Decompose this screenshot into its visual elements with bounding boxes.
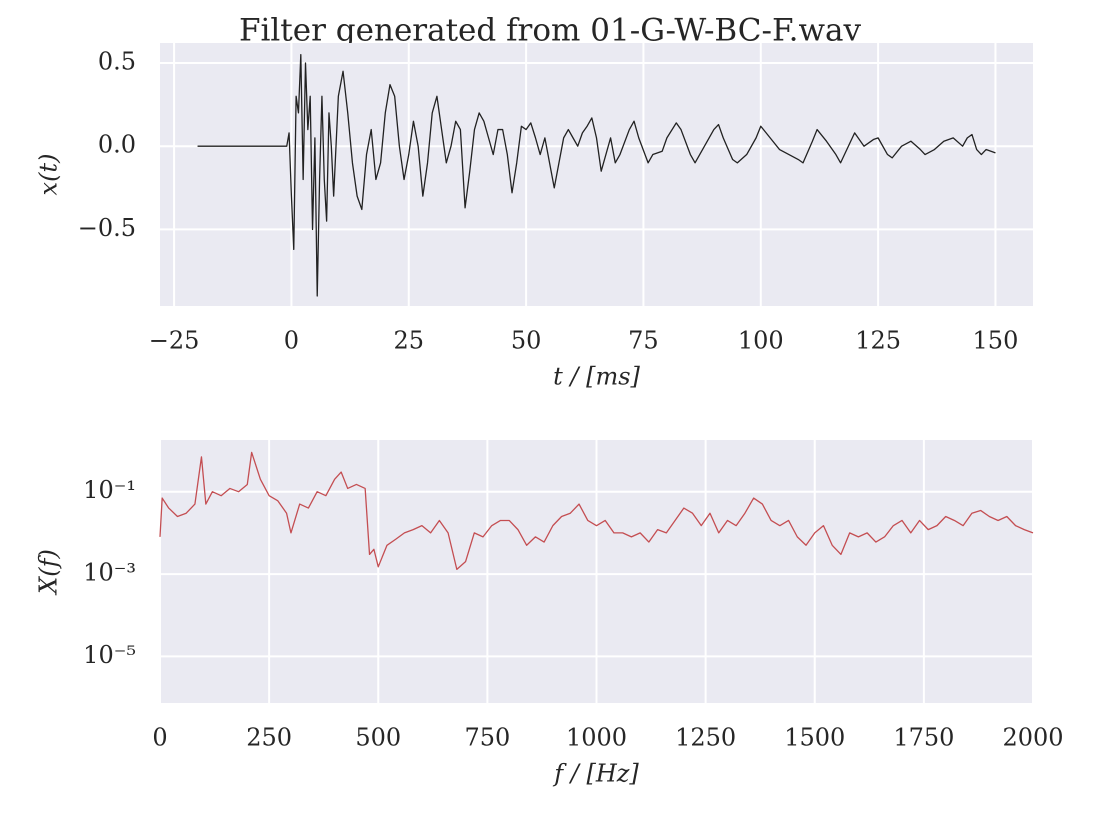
x-tick-label: 250 [246,724,292,752]
x-tick-label: 100 [738,327,784,355]
x-tick-label: 500 [355,724,401,752]
y-tick-label: 10⁻¹ [83,476,136,504]
x-tick-label: 75 [628,327,659,355]
y-tick-label: 10⁻³ [83,559,136,587]
x-tick-label: 0 [284,327,299,355]
figure-title: Filter generated from 01-G-W-BC-F.wav [239,13,862,49]
x-tick-label: 1750 [893,724,954,752]
x-tick-label: 0 [152,724,167,752]
x-tick-label: 2000 [1002,724,1063,752]
data-line [197,54,996,297]
y-tick-label: 0.0 [98,131,136,159]
x-tick-label: 1500 [784,724,845,752]
x-tick-label: 1000 [566,724,627,752]
y-tick-label: 10⁻⁵ [83,641,136,669]
x-tick-label: 25 [393,327,424,355]
x-tick-label: 750 [464,724,510,752]
y-axis-label: x(t) [35,154,63,196]
x-tick-label: 150 [973,327,1019,355]
x-tick-label: 1250 [675,724,736,752]
x-tick-label: −25 [149,327,200,355]
x-tick-label: 125 [855,327,901,355]
x-tick-label: 50 [511,327,542,355]
y-axis-label: X(f) [35,549,63,596]
x-axis-label: t / [ms] [553,363,640,391]
data-line [159,451,1034,571]
x-axis-label: f / [Hz] [552,760,639,788]
y-tick-label: 0.5 [98,47,136,75]
y-tick-label: −0.5 [78,214,136,242]
